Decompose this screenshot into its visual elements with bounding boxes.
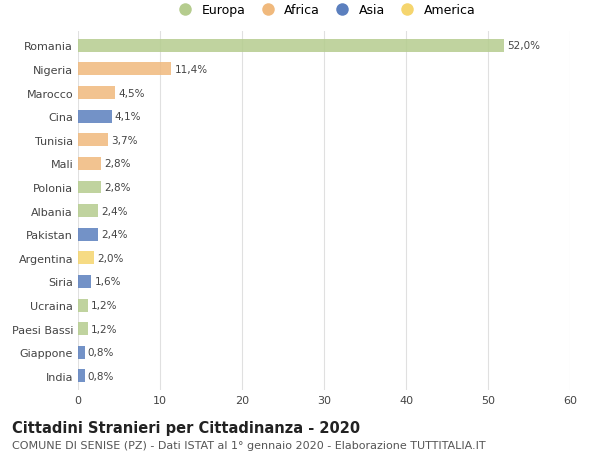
Text: 2,4%: 2,4% [101, 230, 127, 240]
Bar [78, 111, 112, 123]
Text: 2,4%: 2,4% [101, 206, 127, 216]
Legend: Europa, Africa, Asia, America: Europa, Africa, Asia, America [167, 0, 481, 22]
Bar [78, 346, 85, 359]
Bar [78, 322, 88, 336]
Text: COMUNE DI SENISE (PZ) - Dati ISTAT al 1° gennaio 2020 - Elaborazione TUTTITALIA.: COMUNE DI SENISE (PZ) - Dati ISTAT al 1°… [12, 440, 485, 450]
Bar [78, 63, 172, 76]
Bar [78, 252, 94, 265]
Text: 11,4%: 11,4% [175, 65, 208, 75]
Text: 2,8%: 2,8% [104, 183, 131, 193]
Text: 52,0%: 52,0% [508, 41, 541, 51]
Bar [78, 87, 115, 100]
Text: 4,5%: 4,5% [118, 89, 145, 98]
Text: 1,6%: 1,6% [94, 277, 121, 287]
Bar [78, 181, 101, 194]
Text: Cittadini Stranieri per Cittadinanza - 2020: Cittadini Stranieri per Cittadinanza - 2… [12, 420, 360, 435]
Text: 0,8%: 0,8% [88, 371, 114, 381]
Bar [78, 134, 109, 147]
Bar [78, 299, 88, 312]
Bar [78, 275, 91, 288]
Bar [78, 40, 505, 53]
Text: 1,2%: 1,2% [91, 300, 118, 310]
Bar [78, 228, 98, 241]
Text: 2,8%: 2,8% [104, 159, 131, 169]
Bar [78, 205, 98, 218]
Text: 1,2%: 1,2% [91, 324, 118, 334]
Text: 4,1%: 4,1% [115, 112, 142, 122]
Text: 0,8%: 0,8% [88, 347, 114, 358]
Bar [78, 157, 101, 170]
Text: 3,7%: 3,7% [112, 135, 138, 146]
Bar [78, 369, 85, 382]
Text: 2,0%: 2,0% [98, 253, 124, 263]
